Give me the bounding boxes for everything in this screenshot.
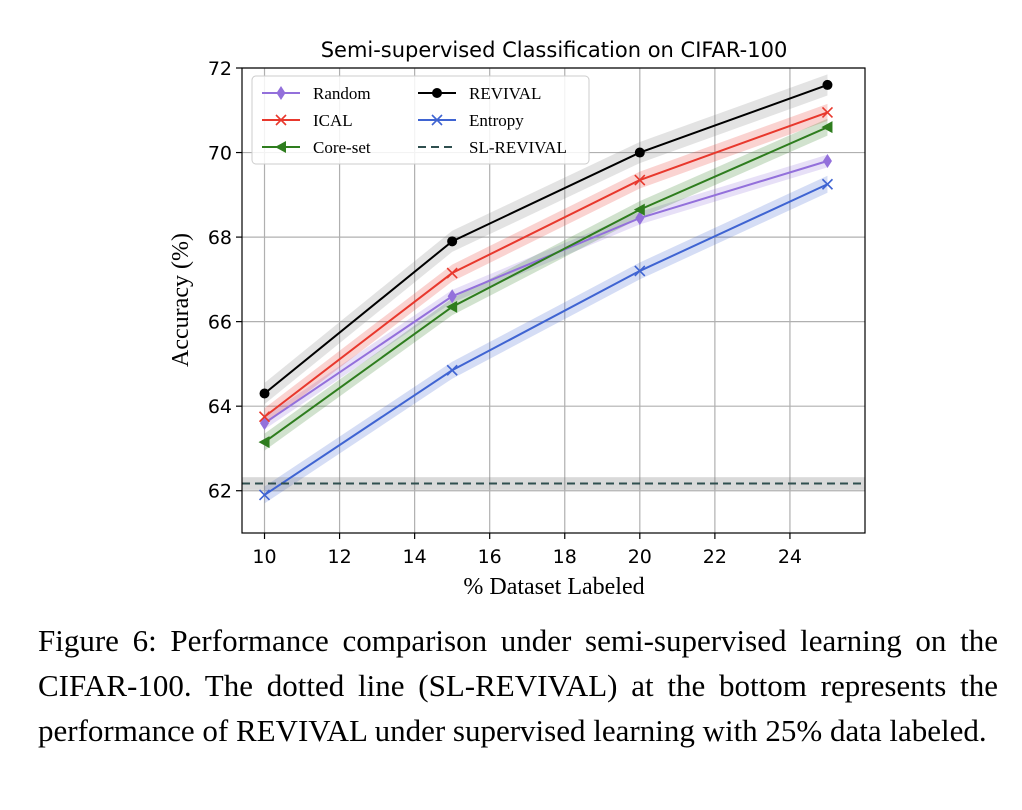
x-tick-label: 10 — [252, 546, 276, 568]
x-tick-label: 22 — [703, 546, 727, 568]
x-tick-label: 18 — [553, 546, 577, 568]
ical-point — [258, 411, 271, 423]
series-markers — [258, 79, 834, 501]
legend-revival-label: REVIVAL — [469, 84, 541, 103]
revival-point — [634, 147, 645, 158]
y-tick-label: 68 — [208, 227, 232, 249]
core-set-line — [263, 126, 828, 443]
ical-point — [446, 267, 458, 279]
chart-figure: 10 12 14 16 18 20 22 24 62 64 66 68 70 72 Semi-superv… — [168, 38, 866, 600]
random-band — [264, 154, 828, 430]
core-set-band — [264, 118, 828, 451]
caption-text: Figure 6: Performance comparison under s… — [38, 623, 998, 748]
revival-point — [259, 388, 270, 399]
legend-revival-marker — [432, 88, 442, 98]
legend-entropy-label: Entropy — [469, 111, 524, 130]
entropy-line — [263, 183, 828, 496]
core-set-point — [258, 436, 270, 449]
ical-band — [264, 103, 828, 426]
core-set-point — [446, 300, 458, 313]
sl-revival-band — [242, 477, 865, 490]
core-set-point — [633, 203, 645, 216]
ical-point — [821, 106, 834, 118]
x-axis-label: % Dataset Labeled — [463, 574, 644, 600]
y-tick-label: 72 — [208, 58, 232, 80]
legend-entropy-marker — [431, 114, 443, 126]
entropy-band — [264, 175, 828, 504]
legend-core-set-marker — [275, 141, 286, 153]
x-tick-label: 24 — [778, 546, 802, 568]
legend-ical-marker — [275, 114, 287, 126]
ical-line — [263, 111, 828, 418]
x-tick-label: 12 — [327, 546, 351, 568]
ical-point — [634, 174, 646, 186]
random-point — [447, 289, 457, 304]
series-lines — [242, 83, 865, 496]
chart-svg: 10 12 14 16 18 20 22 24 62 64 66 68 70 72 Semi-superv… — [168, 38, 866, 600]
legend-ical-label: ICAL — [313, 111, 353, 130]
y-tick-label: 66 — [208, 312, 232, 334]
y-tick-label: 70 — [208, 143, 232, 165]
random-point — [635, 211, 645, 226]
y-tick-label: 64 — [208, 396, 232, 418]
legend-core-set-label: Core-set — [313, 138, 371, 157]
legend-random-label: Random — [313, 84, 371, 103]
x-tick-label: 14 — [403, 546, 427, 568]
axis-ticks: 10 12 14 16 18 20 22 24 62 64 66 68 70 72 — [208, 58, 802, 568]
figure-caption: Figure 6: Performance comparison under s… — [38, 618, 998, 753]
entropy-point — [821, 178, 834, 190]
entropy-point — [258, 489, 271, 501]
chart-title: Semi-supervised Classification on CIFAR-… — [321, 38, 788, 62]
revival-point — [447, 236, 458, 247]
x-tick-label: 20 — [628, 546, 652, 568]
core-set-point — [821, 121, 833, 134]
plot-frame — [241, 67, 866, 534]
entropy-point — [634, 265, 646, 277]
revival-point — [822, 79, 833, 90]
legend-random-marker — [276, 86, 286, 100]
y-tick-label: 62 — [208, 481, 232, 503]
revival-line — [263, 83, 828, 395]
x-tick-label: 16 — [478, 546, 502, 568]
y-axis-label: Accuracy (%) — [168, 233, 194, 367]
random-point — [822, 154, 832, 168]
legend-sl-revival-label: SL-REVIVAL — [469, 138, 567, 157]
entropy-point — [446, 364, 458, 376]
legend: Random ICAL Core-set REVIVAL Entropy SL-REVIV… — [251, 75, 590, 165]
revival-band — [264, 74, 828, 405]
